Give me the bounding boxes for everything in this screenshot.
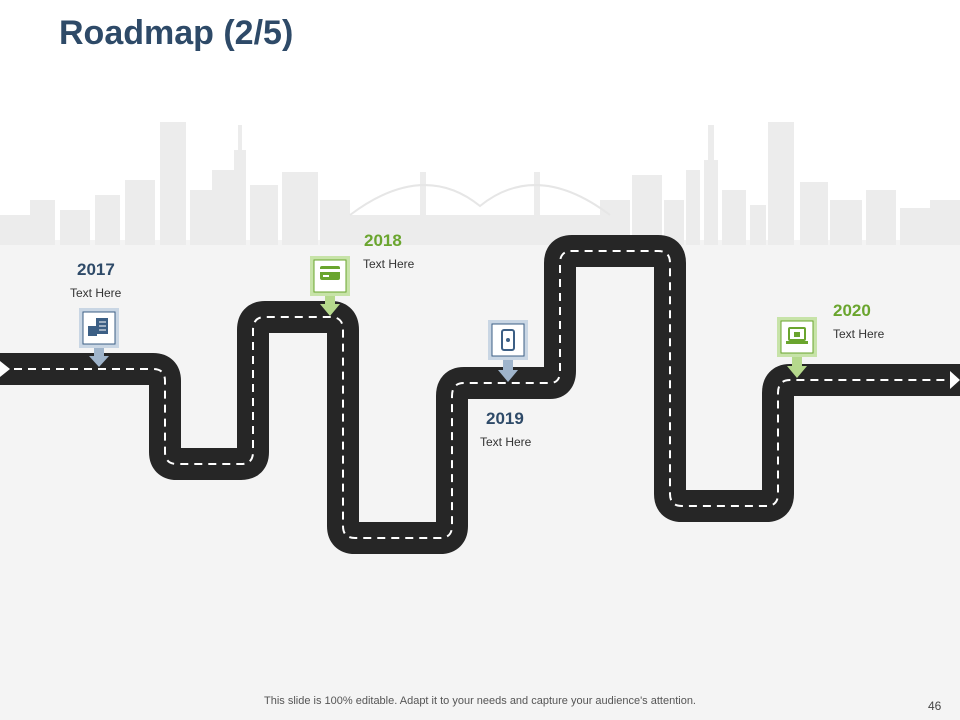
milestone-year-2017: 2017 <box>77 260 115 279</box>
road-lane-markings <box>0 250 960 539</box>
road-end-arrow-icon <box>950 371 960 389</box>
milestone-year-2019: 2019 <box>486 409 524 428</box>
milestone-text-2019: Text Here <box>480 435 532 449</box>
mobile-phone-icon <box>501 329 515 351</box>
milestone-year-2018: 2018 <box>364 231 402 250</box>
marker-2019 <box>488 320 528 382</box>
background-panel <box>0 240 960 720</box>
marker-2018 <box>310 256 350 316</box>
laptop-lock-icon <box>788 327 806 341</box>
milestone-text-2018: Text Here <box>363 257 415 271</box>
footer-note: This slide is 100% editable. Adapt it to… <box>264 695 696 707</box>
page-title: Roadmap (2/5) <box>59 14 294 52</box>
road-start-arrow-icon <box>0 361 10 377</box>
marker-2020 <box>777 317 817 378</box>
credit-card-icon <box>320 266 340 280</box>
marker-2017 <box>79 308 119 367</box>
city-skyline <box>0 122 960 245</box>
milestone-text-2020: Text Here <box>833 327 885 341</box>
milestone-text-2017: Text Here <box>70 286 122 300</box>
milestone-year-2020: 2020 <box>833 301 871 320</box>
page-number: 46 <box>928 699 942 713</box>
